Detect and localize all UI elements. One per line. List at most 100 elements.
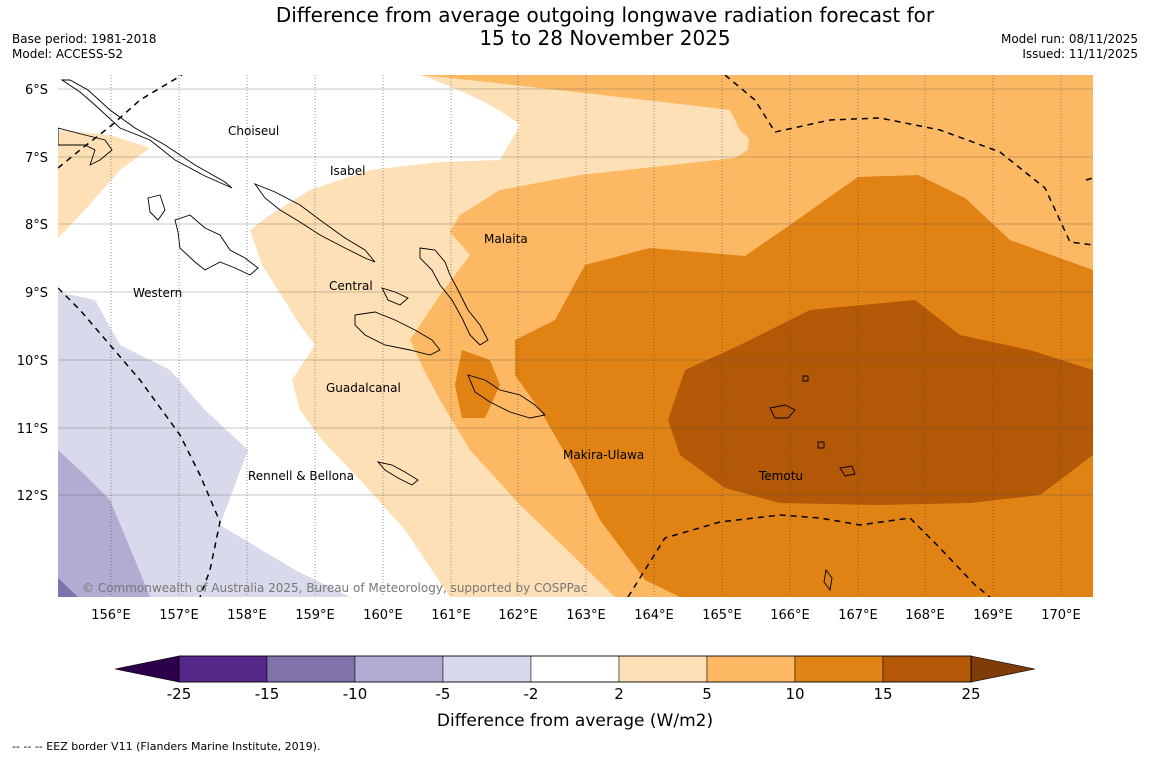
colorbar-segment-8 — [882, 655, 972, 683]
meta-left: Base period: 1981-2018 Model: ACCESS-S2 — [12, 32, 157, 62]
colorbar-tick-labels: -25 -15 -10 -5 -2 2 5 10 15 25 — [167, 685, 981, 703]
island-guadalcanal — [354, 311, 441, 356]
lon-label-158e: 158°E — [227, 608, 267, 623]
cb-tick-10: 10 — [785, 685, 804, 703]
eez-north-west — [58, 75, 183, 169]
label-malaita: Malaita — [484, 232, 528, 246]
colorbar-segment-0 — [178, 655, 268, 683]
map-area: Choiseul Isabel Malaita Western Central … — [58, 75, 1093, 597]
island-makira — [467, 374, 546, 419]
colorbar-over-arrow — [970, 655, 1036, 683]
lat-label-8s: 8°S — [25, 218, 48, 233]
cb-tick-minus25: -25 — [167, 685, 192, 703]
lat-label-10s: 10°S — [17, 354, 48, 369]
model-name: Model: ACCESS-S2 — [12, 47, 124, 61]
lat-label-12s: 12°S — [17, 489, 48, 504]
cb-tick-15: 15 — [873, 685, 892, 703]
colorbar-outline — [178, 655, 972, 683]
island-temotu-small-3 — [802, 375, 809, 382]
island-isabel — [253, 183, 376, 263]
lon-label-169e: 169°E — [973, 608, 1013, 623]
lon-label-161e: 161°E — [431, 608, 471, 623]
lat-label-7s: 7°S — [25, 151, 48, 166]
cb-tick-minus15: -15 — [255, 685, 280, 703]
eez-south-west — [58, 287, 221, 597]
lon-label-160e: 160°E — [363, 608, 403, 623]
lon-label-163e: 163°E — [566, 608, 606, 623]
label-guadalcanal: Guadalcanal — [326, 381, 401, 395]
label-choiseul: Choiseul — [228, 124, 279, 138]
lon-axis-labels: 156°E 157°E 158°E 159°E 160°E 161°E 162°… — [91, 608, 1081, 623]
title-line-2: 15 to 28 November 2025 — [479, 26, 731, 50]
island-central — [381, 287, 409, 306]
cb-tick-minus5: -5 — [436, 685, 451, 703]
lat-label-11s: 11°S — [17, 422, 48, 437]
label-temotu: Temotu — [758, 469, 803, 483]
lat-axis-labels: 6°S 7°S 8°S 9°S 10°S 11°S 12°S — [17, 83, 48, 504]
lon-label-168e: 168°E — [905, 608, 945, 623]
colorbar-segment-4 — [530, 655, 620, 683]
label-western: Western — [133, 286, 182, 300]
label-isabel: Isabel — [330, 164, 365, 178]
cb-tick-minus10: -10 — [343, 685, 368, 703]
lon-label-162e: 162°E — [498, 608, 538, 623]
anomaly-minus-5-10-area — [58, 450, 150, 597]
island-temotu-small-2 — [817, 441, 825, 449]
cb-tick-5: 5 — [702, 685, 712, 703]
eez-north-east — [724, 75, 1093, 246]
label-rennell: Rennell & Bellona — [248, 469, 354, 483]
eez-borders — [58, 75, 1093, 597]
lon-label-167e: 167°E — [838, 608, 878, 623]
island-new-georgia — [174, 214, 259, 276]
anomaly-minus-2-5-area — [58, 292, 350, 597]
lat-label-9s: 9°S — [25, 286, 48, 301]
island-rennell — [376, 461, 419, 486]
colorbar-segment-2 — [354, 655, 444, 683]
anomaly-15-25-area — [668, 300, 1093, 505]
anomaly-minus-10-15-area — [58, 578, 78, 597]
colorbar-segment-1 — [266, 655, 356, 683]
region-labels: Choiseul Isabel Malaita Western Central … — [133, 124, 803, 483]
colorbar-segment-7 — [794, 655, 884, 683]
colorbar-segment-3 — [442, 655, 532, 683]
lon-label-165e: 165°E — [702, 608, 742, 623]
cb-tick-2: 2 — [614, 685, 624, 703]
lat-gridlines — [58, 88, 1093, 496]
map-title: Difference from average outgoing longwav… — [0, 4, 1150, 50]
model-run: Model run: 08/11/2025 — [1000, 32, 1138, 46]
lon-label-159e: 159°E — [295, 608, 335, 623]
lat-label-6s: 6°S — [25, 83, 48, 98]
meta-right: Model run: 08/11/2025 Issued: 11/11/2025 — [1001, 32, 1138, 62]
base-period: Base period: 1981-2018 — [12, 32, 157, 46]
colorbar-segments — [178, 655, 972, 683]
colorbar: -25 -15 -10 -5 -2 2 5 10 15 25 Differenc… — [114, 655, 1036, 731]
colorbar-label: Difference from average (W/m2) — [437, 711, 713, 731]
island-choiseul — [60, 79, 233, 189]
lon-label-157e: 157°E — [159, 608, 199, 623]
title-line-1: Difference from average outgoing longwav… — [275, 3, 935, 27]
label-makira: Makira-Ulawa — [563, 448, 644, 462]
colorbar-under-arrow — [114, 655, 180, 683]
coastlines — [58, 79, 856, 592]
island-vella — [147, 194, 166, 221]
lon-label-156e: 156°E — [91, 608, 131, 623]
island-temotu-small-1 — [839, 465, 856, 477]
anomaly-5-10-north — [520, 75, 1093, 265]
colorbar-segment-6 — [706, 655, 796, 683]
island-vanikoro — [823, 568, 833, 592]
eez-south-east — [627, 514, 991, 597]
lon-label-166e: 166°E — [770, 608, 810, 623]
label-central: Central — [329, 279, 373, 293]
colorbar-segment-5 — [618, 655, 708, 683]
issued-date: Issued: 11/11/2025 — [1022, 47, 1138, 61]
lon-label-164e: 164°E — [634, 608, 674, 623]
cb-tick-minus2: -2 — [524, 685, 539, 703]
cb-tick-25: 25 — [961, 685, 980, 703]
island-santa-cruz — [769, 404, 796, 419]
island-malaita — [419, 247, 489, 346]
lon-label-170e: 170°E — [1041, 608, 1081, 623]
eez-legend-note: -- -- -- EEZ border V11 (Flanders Marine… — [12, 740, 321, 753]
eez-east-edge — [1085, 177, 1093, 181]
copyright-text: © Commonwealth of Australia 2025, Bureau… — [82, 581, 587, 595]
